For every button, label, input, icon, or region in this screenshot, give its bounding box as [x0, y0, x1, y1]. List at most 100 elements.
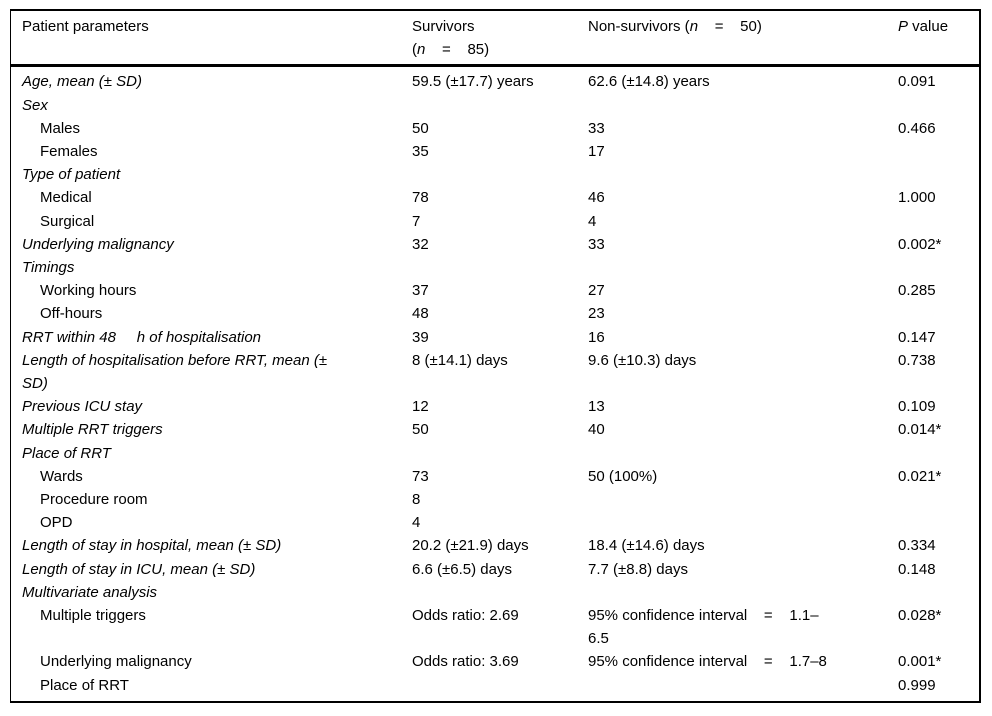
table-row: Sex — [11, 94, 979, 117]
survivors-cell — [412, 674, 588, 697]
table-row: Place of RRT — [11, 442, 979, 465]
pvalue-cell — [898, 511, 979, 534]
nonsurvivors-cell: 95% confidence interval = 1.7–8 — [588, 653, 827, 671]
pvalue-cell: 0.999 — [898, 676, 936, 694]
survivors-cell: 8 (±14.1) days — [412, 351, 508, 369]
param-cell: Males — [40, 119, 81, 137]
table-row: Length of hospitalisation before RRT, me… — [11, 349, 979, 395]
nonsurvivors-cell — [588, 163, 898, 186]
table-row: Females 35 17 — [11, 140, 979, 163]
param-cell: Multiple RRT triggers — [22, 421, 163, 439]
param-cell: Timings — [22, 259, 75, 277]
nonsurvivors-cell: 62.6 (±14.8) years — [588, 73, 710, 91]
survivors-cell: 73 — [412, 467, 429, 485]
param-cell: Working hours — [40, 282, 137, 300]
survivors-cell: Odds ratio: 3.69 — [412, 653, 519, 671]
param-cell: Place of RRT — [40, 676, 129, 694]
nonsurvivors-cell: 46 — [588, 189, 605, 207]
param-cell: Multivariate analysis — [22, 583, 158, 601]
pvalue-cell: 0.466 — [898, 119, 936, 137]
nonsurvivors-cell: 23 — [588, 305, 605, 323]
table-row: Underlying malignancy 32 33 0.002* — [11, 233, 979, 256]
survivors-cell: 7 — [412, 212, 421, 230]
nonsurvivors-cell: 50 (100%) — [588, 467, 658, 485]
pvalue-cell — [898, 140, 979, 163]
param-cell: Off-hours — [40, 305, 103, 323]
param-cell: Length of hospitalisation before RRT, me… — [22, 351, 328, 393]
survivors-cell: 4 — [412, 514, 421, 532]
survivors-cell: 6.6 (±6.5) days — [412, 560, 512, 578]
param-cell: Females — [40, 143, 98, 161]
survivors-cell: 48 — [412, 305, 429, 323]
survivors-cell: 50 — [412, 421, 429, 439]
nonsurvivors-cell: 16 — [588, 328, 605, 346]
table-row: Off-hours 48 23 — [11, 302, 979, 325]
pvalue-cell: 0.014* — [898, 421, 942, 439]
patient-parameters-table: Patient parameters Survivors (n = 85) Non… — [10, 9, 981, 703]
nonsurvivors-cell — [588, 256, 898, 279]
survivors-cell — [412, 163, 588, 186]
param-cell: Length of stay in hospital, mean (± SD) — [22, 537, 282, 555]
param-cell: RRT within 48 h of hospitalisation — [22, 328, 262, 346]
param-cell: Place of RRT — [22, 444, 111, 462]
nonsurvivors-cell: 9.6 (±10.3) days — [588, 351, 697, 369]
column-header-p-value: P value — [898, 18, 949, 35]
table-row: RRT within 48 h of hospitalisation 39 16 0.… — [11, 326, 979, 349]
survivors-cell: 8 — [412, 491, 421, 509]
pvalue-cell: 0.028* — [898, 607, 942, 625]
survivors-cell — [412, 581, 588, 604]
table-row: Males 50 33 0.466 — [11, 117, 979, 140]
table-row: Multiple RRT triggers 50 40 0.014* — [11, 418, 979, 441]
pvalue-cell: 0.285 — [898, 282, 936, 300]
column-header-patient-parameters: Patient parameters — [22, 18, 149, 35]
table-row: Previous ICU stay 12 13 0.109 — [11, 395, 979, 418]
table-row: Multiple triggers Odds ratio: 2.69 95% con… — [11, 604, 979, 650]
table-row: Age, mean (± SD) 59.5 (±17.7) years 62.6 (… — [11, 70, 979, 93]
nonsurvivors-cell: 95% confidence interval = 1.1– 6.5 — [588, 607, 819, 648]
survivors-cell: 39 — [412, 328, 429, 346]
pvalue-cell: 1.000 — [898, 189, 936, 207]
pvalue-cell: 0.147 — [898, 328, 936, 346]
table-row: Place of RRT 0.999 — [11, 674, 979, 697]
pvalue-cell — [898, 488, 979, 511]
table-body: Age, mean (± SD) 59.5 (±17.7) years 62.6 (… — [11, 67, 979, 703]
survivors-cell: 78 — [412, 189, 429, 207]
nonsurvivors-cell: 13 — [588, 398, 605, 416]
table-row: Length of stay in hospital, mean (± SD) 2… — [11, 534, 979, 557]
pvalue-cell — [898, 94, 979, 117]
table-row: OPD 4 — [11, 511, 979, 534]
table-row: Surgical 7 4 — [11, 210, 979, 233]
pvalue-cell — [898, 210, 979, 233]
table-header: Patient parameters Survivors (n = 85) Non… — [11, 9, 979, 68]
nonsurvivors-cell — [588, 488, 898, 511]
pvalue-cell: 0.002* — [898, 235, 942, 253]
survivors-cell — [412, 442, 588, 465]
param-cell: Previous ICU stay — [22, 398, 143, 416]
param-cell: OPD — [40, 514, 73, 532]
table-row: Wards 73 50 (100%) 0.021* — [11, 465, 979, 488]
nonsurvivors-cell: 33 — [588, 119, 605, 137]
table-row: Procedure room 8 — [11, 488, 979, 511]
pvalue-cell: 0.021* — [898, 467, 942, 485]
survivors-cell — [412, 94, 588, 117]
param-cell: Medical — [40, 189, 92, 207]
pvalue-cell — [898, 163, 979, 186]
param-cell: Multiple triggers — [40, 607, 146, 625]
survivors-cell: Odds ratio: 2.69 — [412, 607, 519, 625]
pvalue-cell: 0.109 — [898, 398, 936, 416]
table-row: Multivariate analysis — [11, 581, 979, 604]
param-cell: Underlying malignancy — [40, 653, 192, 671]
param-cell: Type of patient — [22, 166, 121, 184]
table-row: Type of patient — [11, 163, 979, 186]
column-header-non-survivors: Non-survivors (n = 50) — [588, 18, 762, 35]
nonsurvivors-cell: 7.7 (±8.8) days — [588, 560, 688, 578]
pvalue-cell: 0.148 — [898, 560, 936, 578]
survivors-cell: 35 — [412, 143, 429, 161]
survivors-cell: 59.5 (±17.7) years — [412, 73, 534, 91]
column-header-survivors: Survivors (n = 85) — [412, 18, 490, 59]
param-cell: Wards — [40, 467, 83, 485]
pvalue-cell: 0.091 — [898, 73, 936, 91]
pvalue-cell — [898, 302, 979, 325]
table-row: Timings — [11, 256, 979, 279]
